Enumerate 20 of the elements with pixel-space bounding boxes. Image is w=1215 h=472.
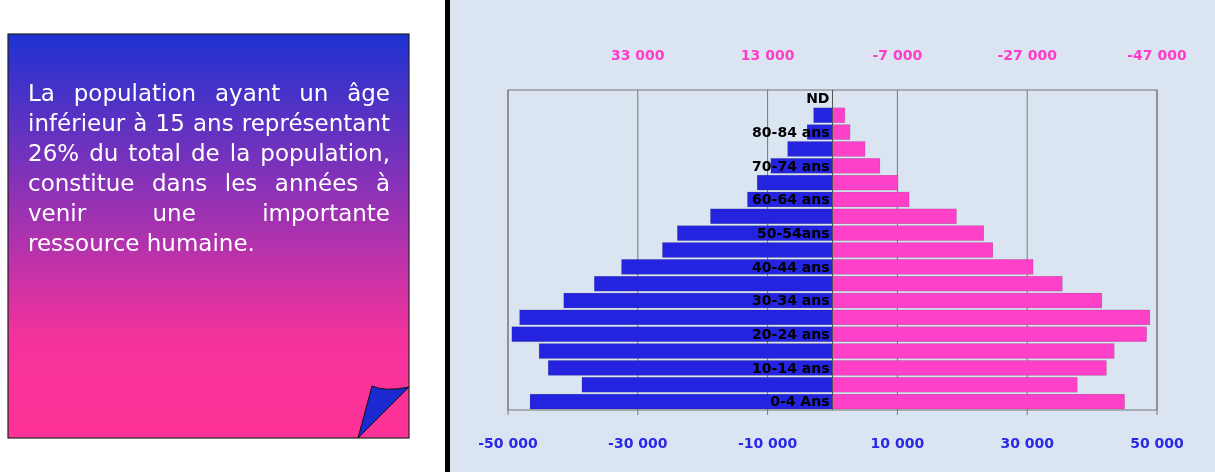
x2-tick-label: -47 000 [1127,47,1187,63]
x-tick-label: -10 000 [737,435,798,451]
y-tick-label: 10-14 ans [752,359,830,376]
x-tick-label: 50 000 [1130,435,1185,451]
x-tick-label: -30 000 [608,435,668,451]
x2-tick-label: -7 000 [872,47,923,63]
x-tick-label: -50 000 [478,435,538,451]
y-tick-label: 0-4 Ans [770,393,830,410]
y-tick-label: 60-64 ans [752,191,830,208]
x2-tick-label: 33 000 [611,47,665,63]
y-tick-label: 40-44 ans [752,258,830,275]
text: La population ayant un âge inférieur à 15 ans représentant 26% du total de la population, constitue dans les années à venir une importante ressource humaine. [28,79,390,258]
x-tick-label: 10 000 [870,435,925,451]
y-tick-label: 50-54ans [756,225,830,242]
y-tick-label: ND [806,90,830,107]
x-tick-label: 30 000 [1000,435,1055,451]
x2-tick-label: 13 000 [740,47,795,63]
x2-tick-label: -27 000 [997,47,1058,63]
y-tick-label: 30-34 ans [752,292,830,309]
y-tick-label: 20-24 ans [752,326,830,343]
